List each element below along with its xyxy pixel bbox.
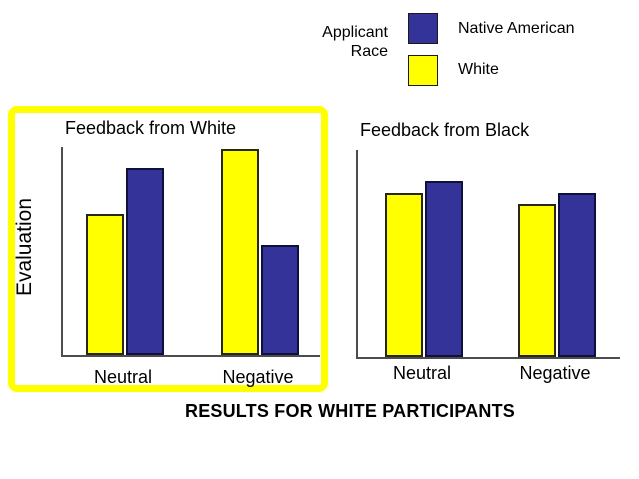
legend-title-line1: Applicant bbox=[322, 24, 388, 41]
legend-title-line2: Race bbox=[350, 43, 388, 60]
plot-feedback-from-white bbox=[61, 147, 320, 357]
bar-white-negative bbox=[221, 149, 259, 355]
bar-white-neutral bbox=[86, 214, 124, 355]
bar-native-american-negative bbox=[558, 193, 596, 357]
figure-caption: RESULTS FOR WHITE PARTICIPANTS bbox=[185, 401, 515, 421]
bar-native-american-negative bbox=[261, 245, 299, 355]
x-tick-label-negative: Negative bbox=[222, 367, 294, 387]
legend-title: Applicant Race bbox=[298, 23, 388, 61]
legend-swatch-white bbox=[408, 55, 438, 86]
plot-feedback-from-black bbox=[356, 150, 620, 359]
legend-label-white: White bbox=[458, 61, 499, 78]
bar-white-neutral bbox=[385, 193, 423, 357]
legend-label-native-american: Native American bbox=[458, 20, 575, 37]
bar-white-negative bbox=[518, 204, 556, 357]
legend-swatch-native-american bbox=[408, 13, 438, 44]
chart-title-feedback-from-white: Feedback from White bbox=[65, 118, 237, 138]
x-tick-label-neutral: Neutral bbox=[392, 363, 452, 383]
y-axis-label: Evaluation bbox=[13, 197, 36, 297]
x-tick-label-negative: Negative bbox=[519, 363, 591, 383]
chart-title-feedback-from-black: Feedback from Black bbox=[360, 120, 530, 140]
bar-native-american-neutral bbox=[425, 181, 463, 357]
bar-native-american-neutral bbox=[126, 168, 164, 355]
highlight-box bbox=[8, 106, 328, 392]
x-tick-label-neutral: Neutral bbox=[93, 367, 153, 387]
